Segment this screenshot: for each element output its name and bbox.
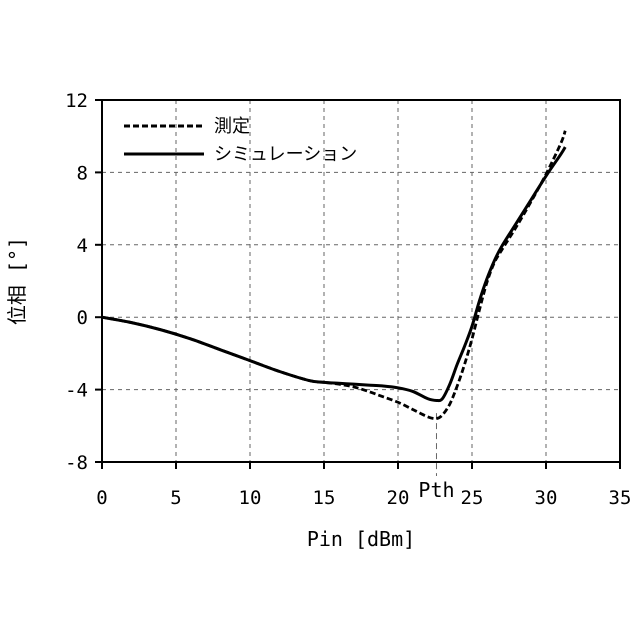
- x-axis-ticks: 0 5 10 15 20 25 30 35: [96, 462, 631, 509]
- y-axis-ticks: -8 -4 0 4 8 12: [65, 90, 102, 474]
- x-axis-label: Pin [dBm]: [307, 527, 415, 551]
- y-tick-label-1: -4: [65, 380, 88, 402]
- x-tick-label-4: 20: [387, 487, 410, 509]
- series-lines: [102, 131, 565, 419]
- legend: 測定シミュレーション: [124, 116, 357, 165]
- pth-annotation: Pth: [418, 413, 454, 502]
- y-axis-label: 位相 [°]: [5, 237, 29, 325]
- pth-label: Pth: [418, 478, 454, 502]
- x-tick-label-5: 25: [461, 487, 484, 509]
- series-line-0: [102, 131, 565, 419]
- legend-label-0: 測定: [214, 116, 250, 137]
- x-tick-label-0: 0: [96, 487, 107, 509]
- x-tick-label-7: 35: [609, 487, 632, 509]
- x-tick-label-6: 30: [535, 487, 558, 509]
- y-tick-label-5: 12: [65, 90, 88, 112]
- y-tick-label-0: -8: [65, 452, 88, 474]
- legend-label-1: シミュレーション: [214, 144, 357, 165]
- x-tick-label-3: 15: [313, 487, 336, 509]
- x-tick-label-1: 5: [170, 487, 181, 509]
- y-tick-label-4: 8: [77, 162, 88, 184]
- x-tick-label-2: 10: [239, 487, 262, 509]
- y-tick-label-2: 0: [77, 307, 88, 329]
- series-line-1: [102, 147, 565, 401]
- y-tick-label-3: 4: [77, 235, 88, 257]
